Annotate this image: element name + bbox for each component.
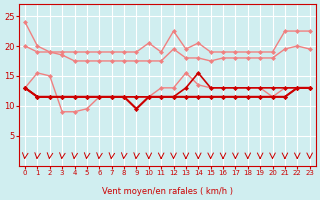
X-axis label: Vent moyen/en rafales ( km/h ): Vent moyen/en rafales ( km/h ) <box>102 187 233 196</box>
